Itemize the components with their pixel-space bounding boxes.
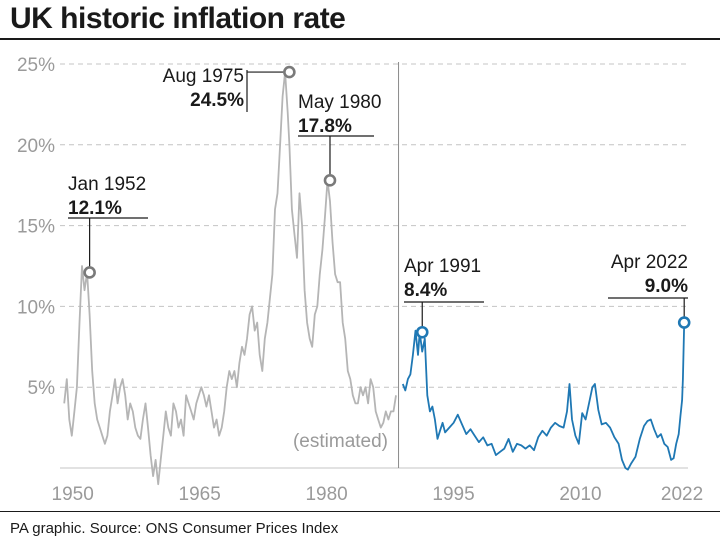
- estimated-series-line: [63, 71, 397, 486]
- x-tick-label: 1995: [432, 484, 474, 505]
- annotation-date: Apr 2022: [611, 252, 688, 273]
- y-tick-label: 10%: [17, 297, 55, 318]
- official-series-line: [401, 322, 686, 471]
- x-tick-label: 1980: [305, 484, 347, 505]
- annotation-value: 17.8%: [298, 116, 352, 137]
- x-tick-label: 1965: [179, 484, 221, 505]
- annotation-date: Apr 1991: [404, 256, 481, 277]
- y-tick-label: 20%: [17, 136, 55, 157]
- peak-marker: [83, 266, 96, 279]
- footer-rule: [0, 511, 720, 512]
- estimated-label: (estimated): [293, 431, 388, 452]
- annotation-date: Jan 1952: [68, 174, 146, 195]
- x-tick-label: 2010: [559, 484, 601, 505]
- title-rule: [0, 38, 720, 40]
- annotation-value: 24.5%: [190, 90, 244, 111]
- annotation-date: Aug 1975: [163, 66, 244, 87]
- peak-marker: [283, 65, 296, 79]
- source-footer: PA graphic. Source: ONS Consumer Prices …: [10, 520, 339, 537]
- peak-marker: [677, 316, 691, 329]
- peak-marker: [415, 325, 429, 339]
- peak-marker: [323, 174, 337, 187]
- y-tick-label: 15%: [17, 217, 55, 238]
- y-tick-label: 25%: [17, 55, 55, 76]
- annotation-date: May 1980: [298, 92, 381, 113]
- annotation-value: 9.0%: [645, 276, 688, 297]
- x-tick-label: 2022: [661, 484, 703, 505]
- annotation-value: 8.4%: [404, 280, 447, 301]
- y-tick-label: 5%: [28, 378, 56, 399]
- x-tick-label: 1950: [52, 484, 94, 505]
- annotation-value: 12.1%: [68, 198, 122, 219]
- chart-title: UK historic inflation rate: [10, 2, 346, 35]
